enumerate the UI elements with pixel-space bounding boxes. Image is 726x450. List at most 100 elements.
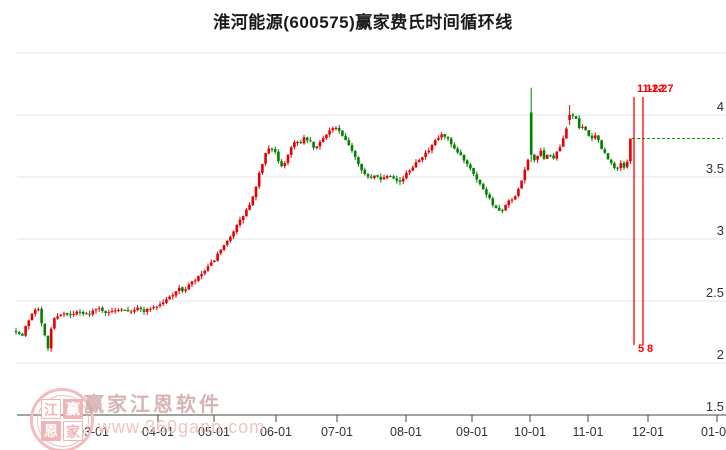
candle-body [190,281,194,285]
watermark-logo: 江 赢 恩 家 [30,388,94,450]
candle-body [289,147,293,155]
candle-body [376,175,379,177]
fib-line-seq-label-2: 8 [647,343,654,355]
candle-body [33,309,37,315]
candle-body [235,224,239,232]
candle-body [606,153,610,160]
candle-body [251,196,255,206]
watermark-logo-char: 赢 [63,399,83,419]
candle-body [181,287,184,292]
candle-body [229,236,232,241]
candle-body [158,304,162,307]
candle-body [542,150,546,159]
candle-body [405,172,408,179]
candle-body [622,162,626,168]
candle-body [625,161,629,168]
candle-body [24,326,27,336]
candle-body [232,231,235,237]
candle-body [424,152,427,158]
candle-body [219,249,223,254]
candle-body [590,135,594,139]
x-axis-label: 10-01 [514,425,546,439]
candle-body [321,138,325,142]
candle-body [213,260,216,263]
candle-body [558,147,562,152]
candle-body [174,291,178,296]
y-axis-label: 3.5 [706,161,724,176]
candle-body [513,196,517,200]
candle-body [344,136,347,141]
candle-body [152,307,155,309]
candle-body [357,157,360,165]
x-axis-label: 11-01 [572,425,603,439]
candle-body [273,149,277,152]
candle-body [193,280,197,282]
candle-body [504,204,507,211]
candle-body [577,118,581,129]
candle-body [629,138,632,162]
candle-body [113,310,117,312]
candle-body [440,134,443,138]
candle-body [552,155,555,159]
candle-body [587,130,591,136]
candle-body [366,174,370,177]
candle-body [149,308,152,310]
candle-body [613,163,616,169]
candle-body [485,189,488,195]
x-axis-label: 12-01 [632,425,664,439]
candle-body [53,318,56,329]
candle-body [248,204,251,210]
fib-line-date-label-1: 11-22 [637,83,665,95]
candle-body [350,145,354,151]
candle-body [533,154,536,161]
candle-body [382,177,386,180]
candle-body [379,176,383,180]
candle-body [459,152,463,156]
candle-body [126,309,130,312]
candle-body [392,176,395,179]
candle-body [296,142,299,144]
candle-body [507,200,511,206]
candle-body [69,314,72,316]
candle-body [238,219,242,226]
candle-body [427,150,431,153]
y-axis-label: 2.5 [706,285,724,300]
candle-body [216,253,219,261]
candle-body [59,314,63,317]
candle-body [488,194,491,199]
candle-body [91,310,95,315]
candle-body [574,115,578,119]
candle-body [331,128,335,131]
candle-body [283,163,287,167]
y-axis-label: 4 [717,99,724,114]
watermark-logo-char: 恩 [41,421,61,441]
candle-body [123,309,127,311]
candle-body [75,311,79,315]
candle-body [494,205,498,209]
candle-body [545,154,549,159]
candle-body [85,313,88,315]
candle-body [414,162,418,168]
candle-body [88,313,91,315]
candle-body [437,137,440,140]
candle-body [529,112,533,155]
candle-body [334,128,338,130]
candle-body [369,176,373,178]
candle-body [593,135,597,139]
candle-body [536,155,539,160]
candle-body [177,287,181,291]
candle-body [565,128,568,139]
candle-body [241,216,245,221]
candle-body [184,289,187,292]
candle-body [270,148,274,150]
candle-body [325,134,328,138]
candle-body [517,188,520,196]
candle-body [619,163,623,169]
candle-body [117,310,120,312]
candle-body [433,140,437,146]
candle-body [561,138,565,147]
candle-body [456,148,459,153]
x-axis-label: 06-01 [260,425,292,439]
candle-body [597,135,600,140]
candle-body [197,276,200,281]
